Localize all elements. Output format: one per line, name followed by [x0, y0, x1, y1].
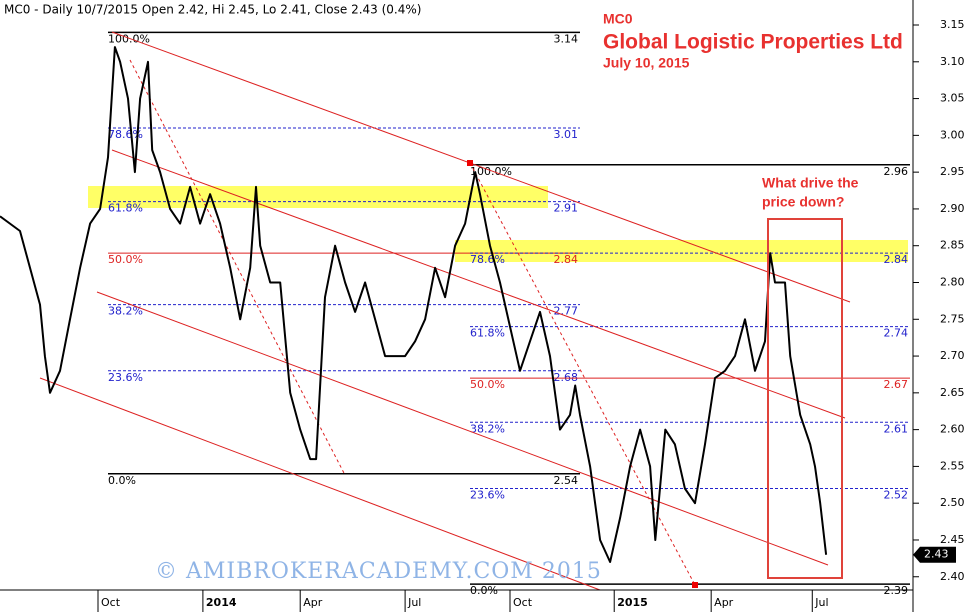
- fib-label: 23.6%: [470, 488, 505, 501]
- symbol: MC0: [603, 11, 633, 27]
- y-tick-label: 2.60: [940, 423, 965, 436]
- fib-label: 61.8%: [470, 327, 505, 340]
- anchor-point: [692, 582, 698, 588]
- fib-price: 2.91: [554, 202, 579, 215]
- fib-price: 2.54: [554, 474, 579, 487]
- last-price-label: 2.43: [924, 548, 949, 561]
- axes-layer: 2.40 2.45 2.50 2.55 2.60 2.65 2.70 2.75 2.80 2.85…: [97, 18, 965, 612]
- y-tick-label: 2.75: [940, 312, 965, 325]
- fib-label: 78.6%: [470, 253, 505, 266]
- y-tick-label: 2.95: [940, 165, 965, 178]
- x-tick-label: 2015: [617, 596, 648, 609]
- y-tick-label: 2.65: [940, 386, 965, 399]
- y-tick-label: 2.80: [940, 275, 965, 288]
- header: MC0 - Daily 10/7/2015 Open 2.42, Hi 2.45…: [4, 3, 421, 17]
- x-tick-label: Jul: [407, 596, 421, 609]
- fib-price: 3.01: [554, 128, 579, 141]
- x-tick-label: Jul: [814, 596, 828, 609]
- annotation: What drive the: [762, 175, 859, 191]
- y-tick-label: 2.40: [940, 570, 965, 583]
- y-tick-label: 3.05: [940, 92, 965, 105]
- y-tick-label: 2.70: [940, 349, 965, 362]
- highlight-box: [767, 218, 843, 579]
- fib-label: 50.0%: [108, 253, 143, 266]
- fib-label: 61.8%: [108, 202, 143, 215]
- y-tick-label: 2.55: [940, 459, 965, 472]
- price-line: [0, 46, 828, 563]
- fib-price: 2.84: [554, 253, 579, 266]
- fib-price: 3.14: [554, 32, 579, 45]
- annotation: price down?: [762, 194, 844, 210]
- watermark: © AMIBROKERACADEMY.COM 2015: [155, 559, 602, 584]
- resistance-zone: [455, 240, 908, 262]
- y-tick-label: 2.50: [940, 496, 965, 509]
- channel-line: [96, 291, 829, 566]
- channel-line: [111, 31, 851, 303]
- subtitle: July 10, 2015: [603, 55, 690, 71]
- fib-price: 2.84: [884, 253, 909, 266]
- x-tick-label: Oct: [101, 596, 121, 609]
- y-tick-label: 2.45: [940, 533, 965, 546]
- chart-title: Global Logistic Properties Ltd: [603, 31, 903, 54]
- fib-label: 38.2%: [470, 422, 505, 435]
- fib-price: 2.39: [884, 584, 909, 597]
- x-tick-label: Apr: [714, 596, 734, 609]
- x-tick-label: Oct: [513, 596, 533, 609]
- channel-line: [39, 377, 601, 591]
- fib-price: 2.68: [554, 371, 579, 384]
- price-layer: [0, 46, 828, 563]
- zones: [88, 186, 908, 262]
- fib-label: 0.0%: [470, 584, 498, 597]
- resistance-zone: [88, 186, 548, 208]
- fib-label: 78.6%: [108, 128, 143, 141]
- y-tick-label: 3.10: [940, 55, 965, 68]
- fib-price: 2.74: [884, 327, 909, 340]
- x-tick-label: Apr: [303, 596, 323, 609]
- fib-price: 2.52: [884, 488, 909, 501]
- fib-price: 2.67: [884, 378, 909, 391]
- y-tick-label: 3.15: [940, 18, 965, 31]
- fib-label: 50.0%: [470, 378, 505, 391]
- y-tick-label: 3.00: [940, 128, 965, 141]
- fib-label: 23.6%: [108, 371, 143, 384]
- last-price-tag: [913, 546, 956, 563]
- fib-price: 2.61: [884, 422, 909, 435]
- fib-price: 2.96: [884, 165, 909, 178]
- fib-price: 2.77: [554, 305, 579, 318]
- y-tick-label: 2.85: [940, 239, 965, 252]
- y-tick-label: 2.90: [940, 202, 965, 215]
- fib-label: 38.2%: [108, 305, 143, 318]
- fib-label: 0.0%: [108, 474, 136, 487]
- anchor-point: [467, 160, 473, 166]
- x-tick-label: 2014: [206, 596, 237, 609]
